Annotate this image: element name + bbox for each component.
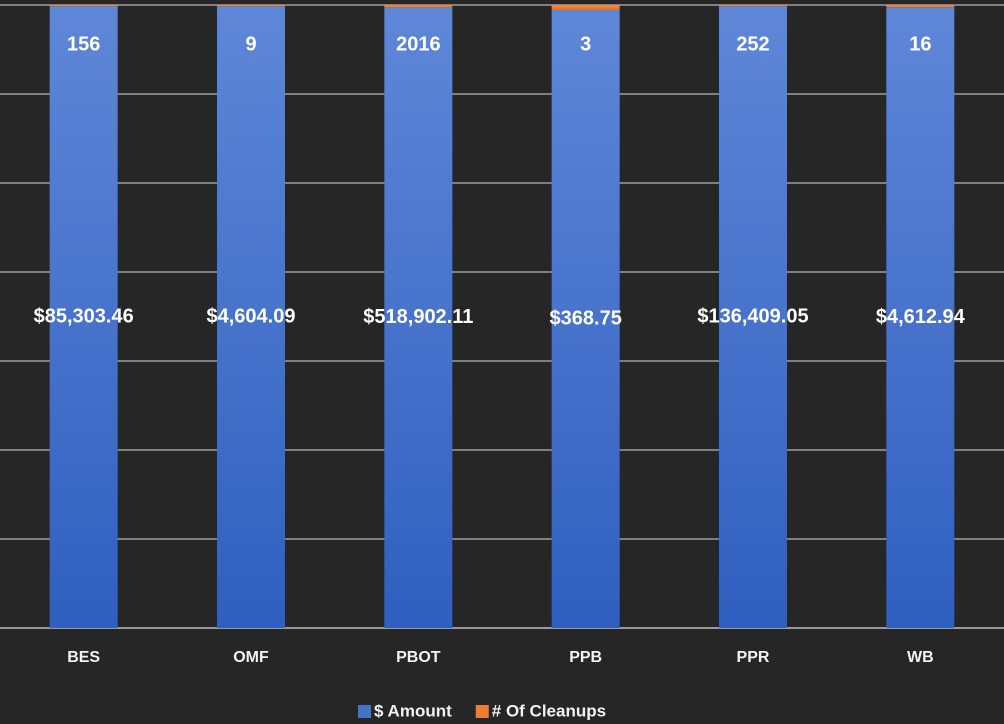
data-label: $4,612.94 xyxy=(876,306,966,328)
data-label: $368.75 xyxy=(550,307,622,329)
bar-segment xyxy=(384,5,453,8)
x-tick-label: OMF xyxy=(233,649,269,666)
x-tick-label: PPB xyxy=(569,649,602,666)
data-label: 2016 xyxy=(396,33,441,55)
bar-segment xyxy=(217,6,285,628)
legend-label: # Of Cleanups xyxy=(492,701,606,720)
data-label: 3 xyxy=(580,33,591,55)
bar-segment xyxy=(384,7,453,628)
data-label: 9 xyxy=(245,33,256,55)
legend-swatch xyxy=(475,705,489,718)
x-tick-label: WB xyxy=(907,649,934,666)
bar-segment xyxy=(719,5,787,7)
data-label: $4,604.09 xyxy=(207,305,296,327)
bar-segment xyxy=(551,10,620,628)
grid xyxy=(0,4,1004,629)
data-label: 252 xyxy=(736,33,769,55)
bar-segment xyxy=(886,5,955,8)
legend-swatch xyxy=(358,705,371,718)
bar-segment xyxy=(886,7,955,629)
bar-segment xyxy=(49,6,118,628)
x-tick-label: PBOT xyxy=(396,649,441,666)
legend-label: $ Amount xyxy=(374,701,452,720)
data-label: 156 xyxy=(67,33,100,55)
data-label: $136,409.05 xyxy=(697,305,808,327)
plot: $85,303.46 156 $4,604.09 9 $518,902.11 2016 $3… xyxy=(34,5,966,629)
x-tick-label: BES xyxy=(67,649,100,666)
bar-segment xyxy=(551,5,620,11)
data-label: $518,902.11 xyxy=(363,306,473,328)
data-label: $85,303.46 xyxy=(34,305,134,327)
x-tick-label: PPR xyxy=(737,649,770,666)
data-label: 16 xyxy=(909,33,931,55)
bar-segment xyxy=(49,5,118,7)
bar-segment xyxy=(719,6,787,628)
bar-segment xyxy=(217,5,285,7)
